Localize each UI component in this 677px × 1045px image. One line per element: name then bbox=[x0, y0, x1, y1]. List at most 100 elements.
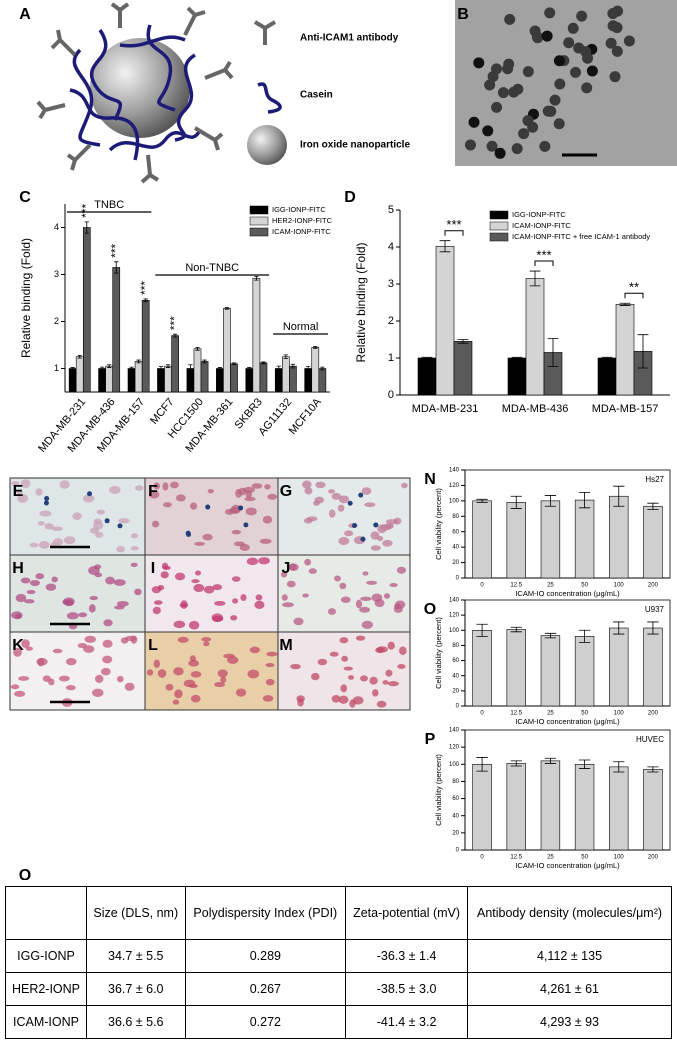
y-tick-label: 120 bbox=[449, 483, 460, 489]
cell bbox=[214, 682, 226, 688]
bar bbox=[68, 368, 77, 393]
cell bbox=[17, 493, 29, 503]
cell bbox=[338, 495, 350, 504]
x-tick-label: 100 bbox=[614, 855, 625, 861]
cell bbox=[361, 620, 374, 629]
bracket bbox=[624, 292, 644, 299]
error-bar bbox=[195, 346, 200, 351]
x-tick-label: 100 bbox=[614, 711, 625, 717]
cell bbox=[339, 637, 349, 644]
cell bbox=[191, 579, 200, 584]
cell bbox=[153, 600, 163, 605]
cell bbox=[153, 659, 161, 668]
cell bbox=[371, 593, 383, 602]
cell bbox=[302, 593, 309, 598]
bar bbox=[507, 357, 527, 396]
nanoparticle bbox=[611, 45, 623, 57]
cell bbox=[51, 576, 58, 583]
error-bar bbox=[261, 361, 266, 365]
cell bbox=[174, 689, 183, 699]
iron-oxide-core bbox=[90, 38, 190, 138]
iron-stain bbox=[238, 505, 244, 511]
cell bbox=[130, 546, 139, 551]
bar bbox=[171, 335, 179, 393]
cell bbox=[245, 507, 257, 516]
legend-label: ICAM-IONP-FITC bbox=[512, 221, 571, 230]
cell bbox=[382, 680, 389, 685]
header-cell: Zeta-potential (mV) bbox=[345, 886, 469, 940]
error-bar bbox=[136, 359, 141, 364]
group-label: Non-TNBC bbox=[185, 262, 239, 274]
cell bbox=[92, 521, 104, 530]
chart-title: Hs27 bbox=[645, 475, 664, 484]
error-bar bbox=[457, 339, 469, 344]
error-bar bbox=[529, 270, 541, 287]
x-tick-label: 12.5 bbox=[510, 855, 522, 861]
iron-stain bbox=[186, 531, 192, 537]
cell bbox=[92, 688, 104, 697]
nanoparticle bbox=[464, 139, 476, 151]
panel-label: N bbox=[424, 471, 436, 488]
bar bbox=[164, 365, 172, 393]
error-bar bbox=[647, 502, 659, 510]
nanoparticle bbox=[486, 140, 498, 152]
cell bbox=[66, 612, 79, 620]
nanoparticle bbox=[502, 63, 514, 75]
cell bbox=[100, 667, 111, 676]
panel-label: F bbox=[148, 483, 158, 500]
cell bbox=[165, 683, 174, 691]
cell bbox=[255, 594, 263, 601]
nanoparticle bbox=[518, 128, 530, 140]
error-bar bbox=[510, 495, 522, 509]
bar bbox=[259, 362, 268, 393]
cell bbox=[251, 483, 263, 489]
figure: A B C D E F G H I J K L M N O P Q Anti-ICAM1 antibody Case… bbox=[9, 0, 677, 880]
cell bbox=[102, 655, 113, 664]
bar bbox=[574, 636, 595, 707]
bar bbox=[472, 763, 492, 851]
cell bbox=[151, 520, 160, 528]
bar bbox=[127, 368, 136, 393]
header-cell: Antibody density (molecules/μm²) bbox=[467, 886, 672, 940]
cell bbox=[38, 541, 50, 549]
bar bbox=[318, 368, 327, 393]
nanoparticle bbox=[522, 66, 534, 78]
table-cell: 36.6 ± 5.6 bbox=[86, 1005, 186, 1039]
bar bbox=[252, 277, 261, 393]
cell bbox=[35, 573, 45, 580]
panel-label: M bbox=[279, 637, 292, 654]
cell bbox=[282, 602, 294, 608]
y-tick-label: 60 bbox=[452, 529, 459, 535]
cell bbox=[281, 594, 288, 601]
error-bar bbox=[647, 766, 659, 773]
group-label: Normal bbox=[283, 321, 318, 333]
y-tick-label: 0 bbox=[456, 848, 460, 854]
cell bbox=[20, 577, 31, 584]
cell bbox=[152, 606, 161, 615]
x-tick-label: 50 bbox=[581, 583, 588, 589]
x-tick-label: 200 bbox=[648, 711, 659, 717]
x-tick-label: 200 bbox=[648, 583, 659, 589]
error-bar bbox=[421, 356, 433, 360]
x-axis-label: ICAM-IO concentration (μg/mL) bbox=[515, 717, 620, 726]
casein-coat bbox=[69, 24, 202, 161]
error-bar bbox=[613, 485, 625, 507]
cell bbox=[211, 613, 224, 622]
bar bbox=[609, 766, 629, 851]
cell bbox=[194, 541, 205, 546]
error-bar bbox=[290, 363, 296, 369]
cell bbox=[172, 699, 180, 705]
cell bbox=[151, 586, 162, 594]
cell bbox=[397, 663, 406, 670]
cell bbox=[362, 571, 369, 576]
cell bbox=[88, 604, 96, 613]
cell bbox=[162, 502, 172, 508]
cell bbox=[103, 619, 113, 627]
bar bbox=[274, 368, 283, 393]
cell bbox=[224, 508, 235, 515]
y-tick-label: 20 bbox=[452, 688, 459, 694]
error-bar bbox=[544, 495, 557, 507]
cell bbox=[401, 482, 408, 489]
bar bbox=[134, 361, 143, 393]
cell bbox=[331, 492, 342, 500]
